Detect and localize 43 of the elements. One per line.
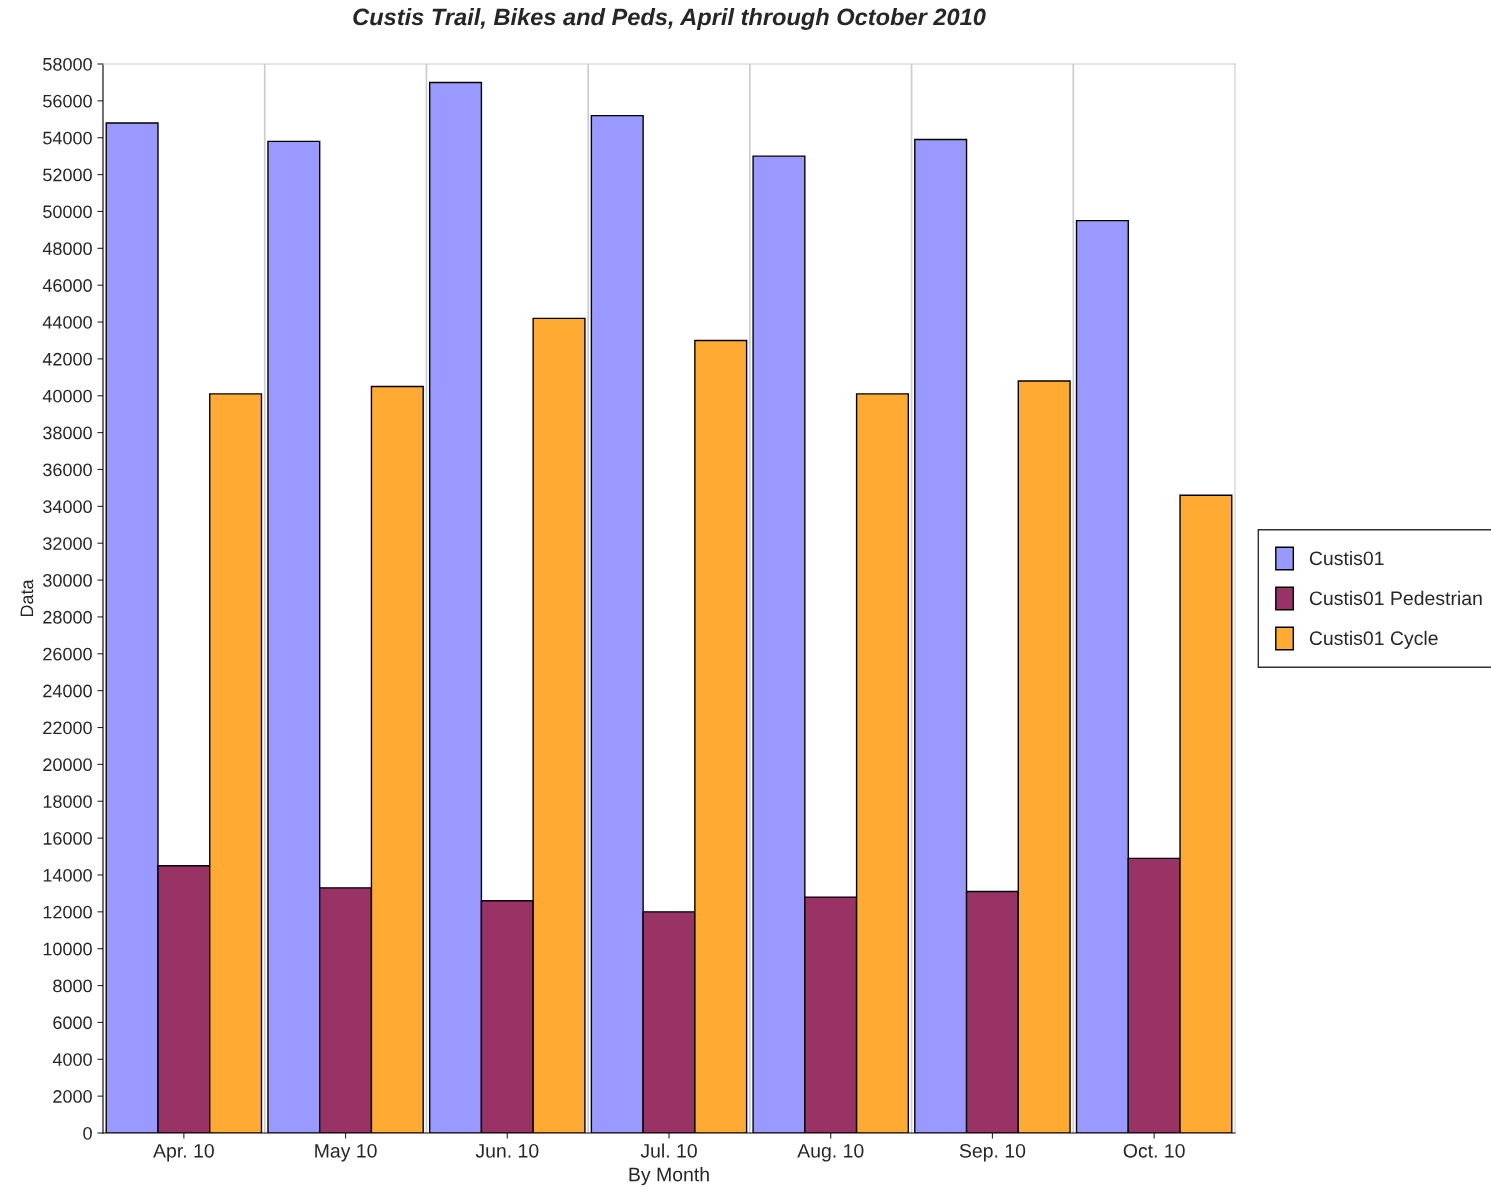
y-tick-label: 14000 [43,868,92,882]
y-tick-label: 24000 [43,684,92,698]
x-tick-label: Oct. 10 [1123,1143,1185,1158]
legend-label: Custis01 [1309,550,1384,566]
y-tick-label: 48000 [42,242,92,256]
y-tick-label: 16000 [43,832,92,845]
x-axis-title: By Month [629,1167,709,1186]
y-tick-label: 58000 [43,57,92,71]
y-tick-label: 10000 [43,942,92,956]
y-tick-label: 36000 [43,463,92,477]
x-tick-label: Apr. 10 [153,1143,214,1162]
y-tick-label: 26000 [43,647,92,661]
y-tick-label: 52000 [43,168,92,182]
y-tick-label: 44000 [42,315,92,329]
y-tick-label: 38000 [43,426,92,440]
y-tick-label: 6000 [53,1016,92,1030]
x-tick-label: May 10 [315,1143,377,1162]
chart-title: Custis Trail, Bikes and Peds, April through October 2010 [353,8,986,31]
y-tick-label: 8000 [53,979,92,993]
y-tick-label: 34000 [43,500,92,514]
y-tick-label: 30000 [43,574,92,587]
x-tick-label: Sep. 10 [959,1143,1026,1162]
y-tick-label: 32000 [43,537,92,550]
y-tick-label: 4000 [52,1053,92,1066]
y-tick-label: 0 [83,1126,92,1140]
y-tick-label: 2000 [53,1090,92,1103]
x-tick-label: Jun. 10 [475,1143,539,1158]
y-tick-label: 56000 [43,94,92,108]
y-tick-label: 40000 [42,389,92,403]
legend-label: Custis01 Cycle [1309,630,1438,649]
y-axis-title: Data [20,579,34,617]
y-tick-label: 54000 [43,131,92,145]
y-tick-label: 20000 [43,758,92,772]
y-tick-label: 46000 [42,279,92,292]
y-tick-label: 42000 [42,352,92,366]
y-tick-label: 22000 [43,721,92,735]
y-tick-label: 50000 [43,205,92,219]
y-tick-label: 28000 [43,610,92,624]
x-tick-label: Jul. 10 [640,1143,697,1158]
y-tick-label: 12000 [43,905,92,919]
x-tick-label: Aug. 10 [797,1143,864,1162]
legend-label: Custis01 Pedestrian [1309,590,1482,606]
y-tick-label: 18000 [43,795,92,808]
